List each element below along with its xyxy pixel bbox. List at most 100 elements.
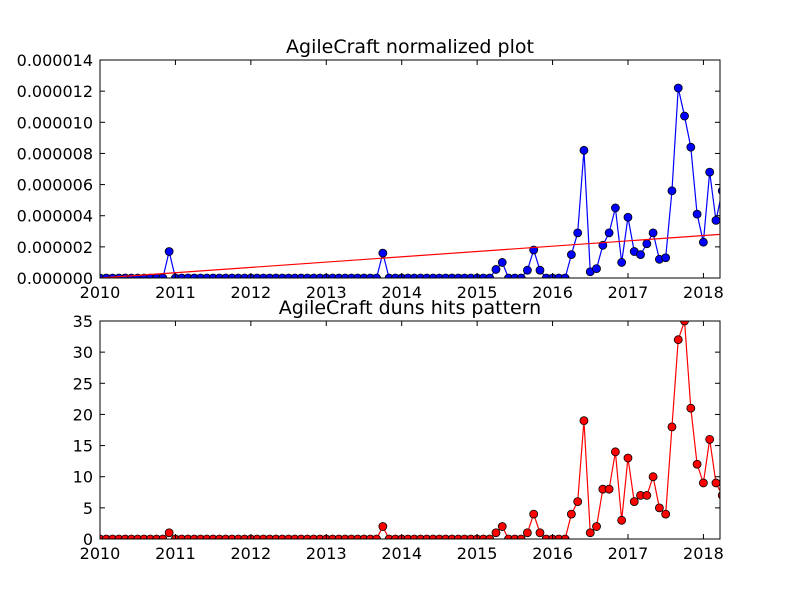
y-tick-label: 0.000004 (17, 207, 93, 226)
data-point (566, 250, 576, 260)
data-point (384, 273, 394, 278)
data-point (409, 534, 419, 539)
x-tick-label: 2011 (155, 283, 196, 302)
y-tick-label: 0.000014 (17, 51, 93, 70)
data-point (535, 265, 545, 275)
data-point (592, 264, 601, 274)
data-point (711, 215, 720, 225)
y-tick-label: 0.000010 (17, 113, 93, 132)
y-tick-label: 20 (73, 405, 93, 424)
data-point (164, 528, 174, 538)
data-point (673, 83, 683, 93)
data-point (711, 478, 720, 488)
data-point (661, 253, 671, 263)
data-point (277, 534, 287, 539)
data-point (648, 228, 658, 238)
data-point (554, 534, 564, 539)
data-point (617, 258, 627, 267)
data-point (516, 534, 526, 539)
x-tick-label: 2017 (608, 544, 649, 563)
series-line (100, 321, 720, 539)
data-point (227, 534, 237, 539)
axes-frame (99, 320, 721, 540)
y-tick-label: 0.000000 (17, 269, 93, 288)
data-point (623, 212, 633, 222)
data-point (221, 534, 231, 539)
y-tick-label: 10 (73, 468, 93, 487)
chart-title: AgileCraft normalized plot (286, 36, 534, 58)
data-point (303, 273, 312, 278)
x-tick-label: 2018 (683, 283, 724, 302)
data-point (623, 453, 633, 463)
y-tick-label: 0.000008 (17, 144, 93, 163)
data-point (315, 534, 325, 539)
data-point (573, 228, 583, 238)
data-point (516, 273, 526, 278)
data-point (491, 528, 501, 538)
data-point (252, 273, 262, 278)
data-point (705, 434, 715, 444)
data-point (636, 250, 645, 260)
data-point (422, 534, 432, 539)
x-tick-label: 2010 (80, 283, 121, 302)
data-point (667, 422, 677, 432)
data-point (183, 273, 193, 278)
data-point (642, 239, 652, 249)
data-point (485, 273, 495, 278)
data-point (680, 321, 689, 326)
y-tick-label: 35 (73, 312, 93, 331)
x-tick-label: 2018 (683, 544, 724, 563)
data-point (604, 228, 614, 238)
data-point (372, 273, 381, 278)
y-tick-label: 15 (73, 437, 93, 456)
data-point (384, 534, 394, 539)
data-point (133, 534, 143, 539)
data-point (610, 203, 620, 213)
data-point (378, 522, 388, 531)
data-point (328, 273, 337, 278)
data-point (208, 273, 218, 278)
data-point (560, 273, 570, 278)
data-point (579, 416, 589, 426)
data-point (717, 187, 720, 195)
data-point (648, 472, 658, 482)
plot-area (100, 83, 720, 278)
x-tick-label: 2013 (306, 544, 347, 563)
data-point (629, 497, 639, 507)
data-point (221, 273, 231, 278)
data-point (523, 528, 532, 538)
data-point (497, 258, 507, 267)
y-tick-label: 5 (83, 499, 93, 518)
data-point (497, 522, 507, 531)
data-point (604, 484, 614, 494)
series-line (100, 87, 720, 278)
x-tick-label: 2016 (532, 283, 573, 302)
data-point (642, 490, 652, 500)
x-tick-label: 2012 (230, 283, 271, 302)
data-point (183, 534, 193, 539)
data-point (265, 273, 275, 278)
x-tick-label: 2016 (532, 544, 573, 563)
x-tick-label: 2015 (457, 283, 498, 302)
chart-title: AgileCraft duns hits pattern (279, 297, 541, 319)
data-point (667, 186, 677, 196)
y-tick-label: 0.000002 (17, 238, 93, 257)
x-tick-label: 2012 (230, 544, 271, 563)
y-tick-label: 25 (73, 374, 93, 393)
data-point (252, 534, 262, 539)
data-point (365, 273, 375, 278)
x-tick-label: 2014 (381, 544, 422, 563)
data-point (529, 509, 539, 519)
data-point (447, 534, 457, 539)
data-point (579, 145, 589, 155)
data-point (365, 534, 375, 539)
data-point (353, 273, 363, 278)
data-point (617, 515, 627, 525)
data-point (108, 534, 117, 539)
x-tick-label: 2017 (608, 283, 649, 302)
data-point (460, 534, 469, 539)
data-point (698, 478, 708, 488)
data-point (240, 534, 249, 539)
